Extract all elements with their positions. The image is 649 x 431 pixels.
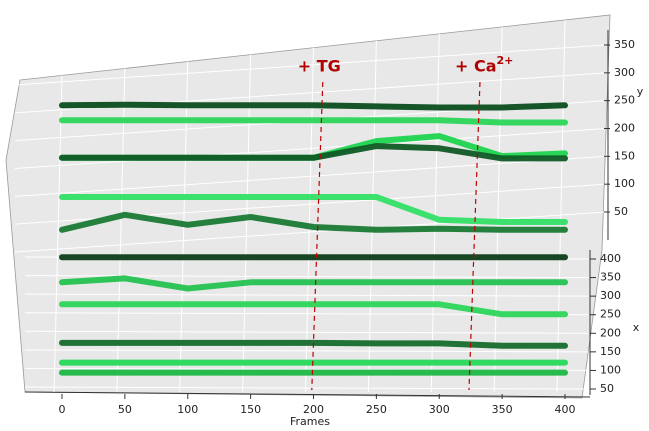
grid-line: [53, 75, 63, 393]
annotation-line: [311, 81, 324, 391]
trace: [59, 101, 568, 111]
y-tick-label: 250: [614, 94, 635, 107]
frames-label: Frames: [290, 415, 330, 428]
grid-line: [493, 26, 503, 393]
y-tick-label: 100: [614, 177, 635, 190]
y-tick-label: 300: [614, 66, 635, 79]
x-tick-label: 0: [59, 403, 66, 416]
x-tick-label: 400: [555, 403, 576, 416]
grid-line: [242, 54, 252, 393]
depth-tick-label: 150: [600, 345, 621, 358]
depth-tick-label: 50: [600, 382, 614, 395]
y-tick-label: 150: [614, 149, 635, 162]
annotation-sup: 2+: [496, 54, 513, 67]
depth-tick-label: 100: [600, 363, 621, 376]
grid-line: [14, 128, 607, 169]
trace: [59, 143, 568, 162]
x-tick-label: 300: [429, 403, 450, 416]
grid-line: [24, 330, 589, 334]
annotation: + TG: [298, 57, 341, 76]
trace: [59, 211, 568, 233]
grid-line: [367, 40, 377, 393]
depth-tick-label: 350: [600, 271, 621, 284]
x-tick-label: 100: [177, 403, 198, 416]
grid-line: [14, 211, 607, 253]
trace: [59, 301, 568, 318]
depth-tick-label: 400: [600, 252, 621, 265]
depth-tick-label: 250: [600, 308, 621, 321]
x-tick-label: 250: [366, 403, 387, 416]
grid-line: [24, 293, 589, 297]
x-label: x: [633, 321, 640, 334]
x-tick-label: 350: [492, 403, 513, 416]
depth-tick-label: 300: [600, 289, 621, 302]
x-tick-label: 200: [303, 403, 324, 416]
trace: [59, 194, 568, 225]
depth-tick-label: 200: [600, 326, 621, 339]
annotation-line: [468, 81, 481, 391]
y-tick-label: 350: [614, 38, 635, 51]
trace: [59, 275, 568, 292]
grid-line: [556, 19, 566, 393]
grid-line: [14, 44, 607, 86]
y-label: y: [637, 85, 644, 98]
y-tick-label: 50: [614, 205, 628, 218]
grid-line: [14, 155, 607, 197]
grid-line: [24, 349, 589, 353]
x-tick-label: 150: [240, 403, 261, 416]
grid-line: [24, 386, 589, 390]
y-tick-label: 200: [614, 122, 635, 135]
x-tick-label: 50: [118, 403, 132, 416]
frames-axis: [24, 391, 591, 398]
trace: [59, 117, 568, 126]
